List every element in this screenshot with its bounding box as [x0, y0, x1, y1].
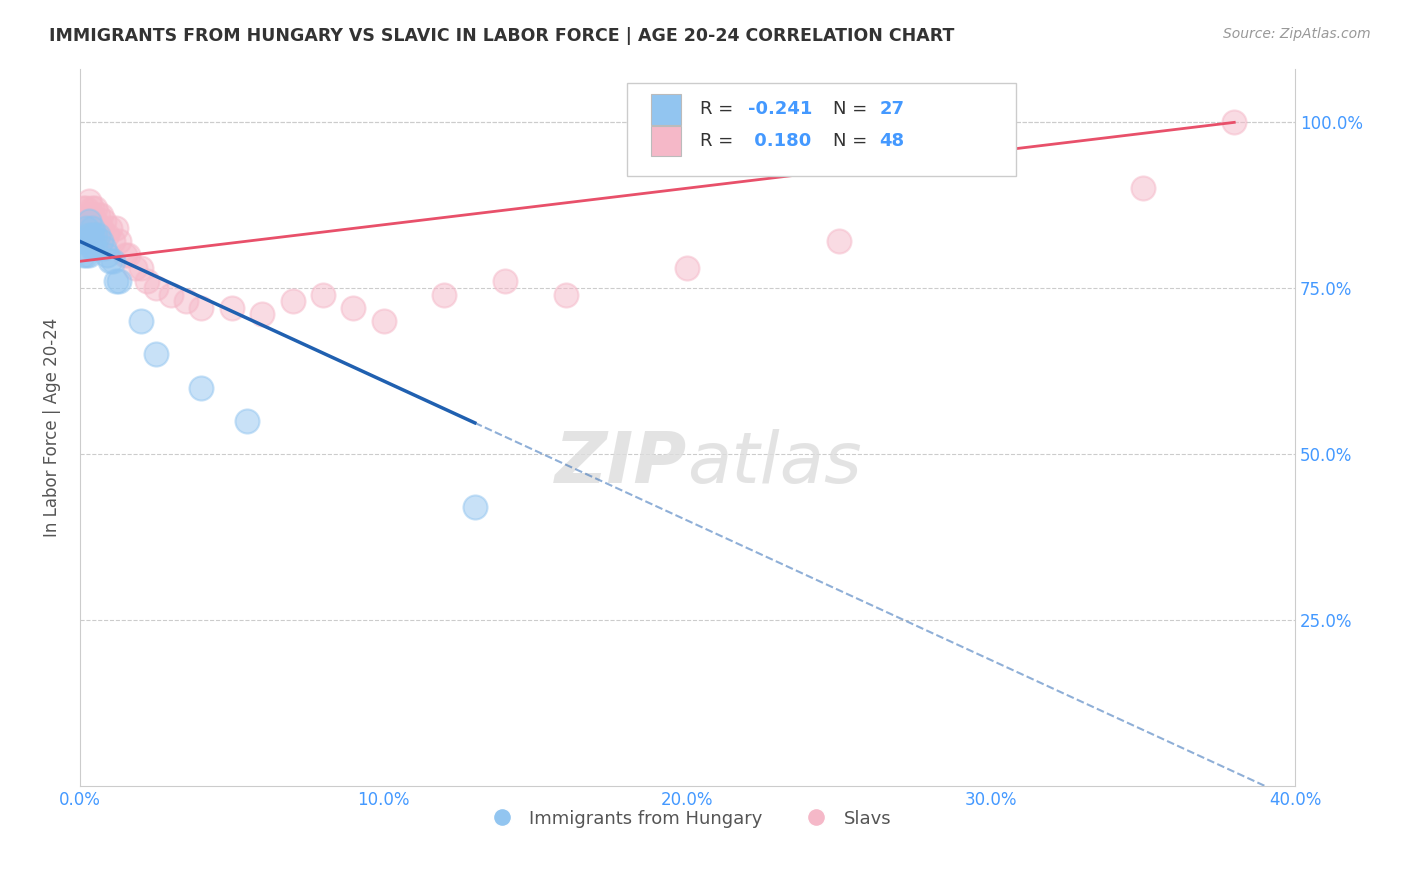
- Point: [105, 221, 128, 235]
- Point: [72, 201, 94, 215]
- Point: [555, 287, 578, 301]
- Point: [160, 287, 183, 301]
- Point: [129, 314, 152, 328]
- Point: [93, 214, 115, 228]
- Point: [80, 201, 103, 215]
- Point: [1223, 114, 1246, 128]
- Point: [77, 214, 100, 228]
- Point: [114, 247, 136, 261]
- Point: [828, 235, 851, 249]
- Text: IMMIGRANTS FROM HUNGARY VS SLAVIC IN LABOR FORCE | AGE 20-24 CORRELATION CHART: IMMIGRANTS FROM HUNGARY VS SLAVIC IN LAB…: [49, 27, 955, 45]
- Text: N =: N =: [834, 101, 873, 119]
- Point: [72, 214, 94, 228]
- Text: -0.241: -0.241: [748, 101, 813, 119]
- Point: [87, 227, 110, 242]
- Point: [129, 260, 152, 275]
- Point: [80, 221, 103, 235]
- Point: [72, 227, 94, 242]
- Point: [80, 208, 103, 222]
- Point: [90, 208, 112, 222]
- Point: [221, 301, 243, 315]
- Point: [103, 235, 125, 249]
- Text: N =: N =: [834, 132, 873, 150]
- Point: [77, 227, 100, 242]
- Text: ZIP: ZIP: [555, 429, 688, 498]
- Point: [676, 260, 699, 275]
- Point: [145, 281, 167, 295]
- Point: [250, 308, 273, 322]
- Point: [77, 227, 100, 242]
- Point: [281, 294, 304, 309]
- Point: [75, 235, 97, 249]
- Point: [1132, 181, 1154, 195]
- Text: R =: R =: [700, 101, 738, 119]
- Point: [93, 241, 115, 255]
- Point: [77, 208, 100, 222]
- Point: [77, 194, 100, 209]
- Point: [87, 208, 110, 222]
- Point: [77, 235, 100, 249]
- Point: [77, 214, 100, 228]
- Point: [124, 260, 146, 275]
- Point: [84, 221, 107, 235]
- Point: [190, 301, 212, 315]
- Point: [75, 221, 97, 235]
- Point: [90, 221, 112, 235]
- Text: 48: 48: [879, 132, 904, 150]
- Point: [80, 227, 103, 242]
- Point: [75, 247, 97, 261]
- Point: [96, 227, 118, 242]
- Point: [464, 500, 486, 515]
- Point: [145, 347, 167, 361]
- Point: [84, 241, 107, 255]
- Point: [373, 314, 395, 328]
- Point: [72, 235, 94, 249]
- Text: Source: ZipAtlas.com: Source: ZipAtlas.com: [1223, 27, 1371, 41]
- Point: [105, 274, 128, 288]
- Legend: Immigrants from Hungary, Slavs: Immigrants from Hungary, Slavs: [477, 803, 898, 835]
- Point: [77, 247, 100, 261]
- Point: [84, 214, 107, 228]
- Point: [135, 274, 157, 288]
- Text: R =: R =: [700, 132, 738, 150]
- Point: [108, 235, 131, 249]
- Point: [80, 241, 103, 255]
- Point: [84, 227, 107, 242]
- Point: [98, 254, 121, 268]
- Point: [174, 294, 197, 309]
- Point: [98, 221, 121, 235]
- Point: [342, 301, 364, 315]
- Point: [72, 247, 94, 261]
- Point: [75, 214, 97, 228]
- Point: [494, 274, 516, 288]
- FancyBboxPatch shape: [651, 126, 682, 156]
- Y-axis label: In Labor Force | Age 20-24: In Labor Force | Age 20-24: [44, 318, 60, 537]
- Point: [103, 254, 125, 268]
- Point: [117, 247, 139, 261]
- Point: [75, 227, 97, 242]
- Point: [108, 274, 131, 288]
- Point: [236, 414, 259, 428]
- Point: [312, 287, 335, 301]
- Text: 0.180: 0.180: [748, 132, 811, 150]
- Point: [96, 247, 118, 261]
- Text: atlas: atlas: [688, 429, 862, 498]
- Point: [80, 221, 103, 235]
- Point: [75, 201, 97, 215]
- FancyBboxPatch shape: [651, 95, 682, 125]
- Point: [433, 287, 456, 301]
- Point: [87, 221, 110, 235]
- Text: 27: 27: [879, 101, 904, 119]
- FancyBboxPatch shape: [627, 83, 1015, 177]
- Point: [90, 235, 112, 249]
- Point: [84, 201, 107, 215]
- Point: [190, 381, 212, 395]
